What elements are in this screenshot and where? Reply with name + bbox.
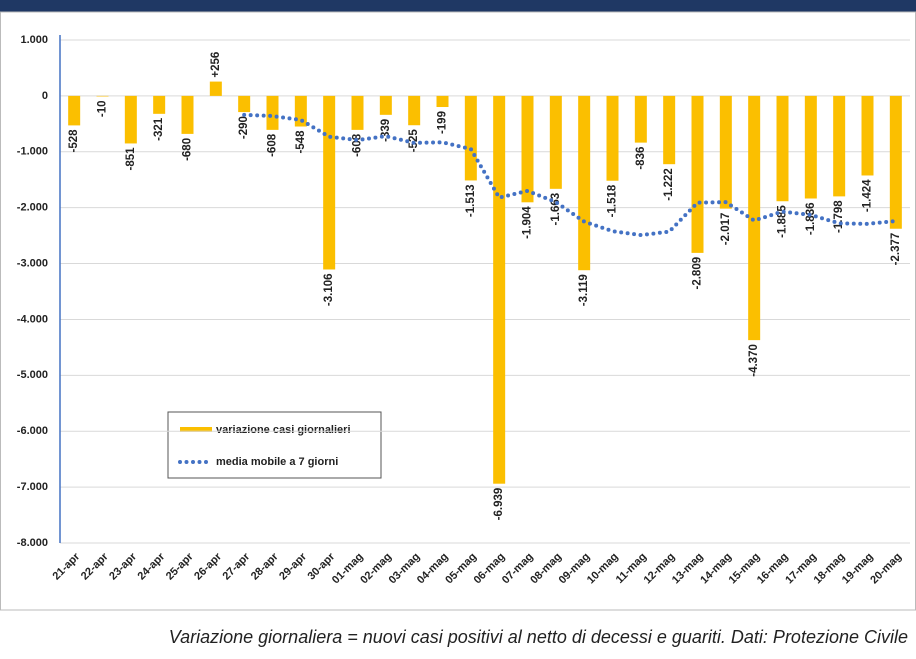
value-label: -1.424 xyxy=(862,179,874,212)
value-label: -4.370 xyxy=(748,344,760,377)
header-band xyxy=(0,0,916,12)
bar xyxy=(719,95,732,209)
y-tick-label: -6.000 xyxy=(17,425,48,437)
value-label: -1.885 xyxy=(777,205,789,238)
value-label: -1.663 xyxy=(550,193,562,226)
bar xyxy=(776,95,789,202)
y-tick-label: -4.000 xyxy=(17,313,48,325)
y-tick-label: -7.000 xyxy=(17,481,48,493)
x-tick-label: 26-apr xyxy=(192,550,224,582)
bar xyxy=(68,95,81,126)
value-label: -2.377 xyxy=(890,233,902,266)
value-label: -608 xyxy=(267,133,279,157)
value-label: -10 xyxy=(97,100,109,117)
value-label: -1.836 xyxy=(805,203,817,236)
bar xyxy=(436,95,449,108)
value-label: -3.119 xyxy=(578,274,590,306)
bar xyxy=(238,95,251,113)
value-label: -836 xyxy=(635,147,647,170)
bar xyxy=(124,95,137,144)
bar xyxy=(408,95,421,126)
value-label: -2.017 xyxy=(720,213,732,246)
y-tick-label: -1.000 xyxy=(17,146,48,158)
x-tick-label: 10-mag xyxy=(585,551,621,587)
value-label: -6.939 xyxy=(493,488,505,521)
value-label: -1.798 xyxy=(833,200,845,233)
legend-label: media mobile a 7 giorni xyxy=(216,456,338,468)
bar xyxy=(153,95,166,114)
bar xyxy=(691,95,704,253)
x-tick-label: 22-apr xyxy=(79,550,111,582)
legend: variazione casi giornalieri media mobile … xyxy=(167,411,382,479)
bar xyxy=(804,95,817,199)
bar xyxy=(323,95,336,270)
x-tick-label: 24-apr xyxy=(136,550,168,582)
bar xyxy=(464,95,477,181)
x-tick-label: 27-apr xyxy=(221,550,253,582)
value-label: -1.518 xyxy=(607,184,619,217)
value-label: -528 xyxy=(68,129,80,153)
value-label: -851 xyxy=(125,147,137,171)
x-tick-label: 21-apr xyxy=(51,550,83,582)
value-label: -321 xyxy=(153,117,165,141)
y-tick-label: -5.000 xyxy=(17,369,48,381)
bar xyxy=(96,95,109,97)
y-tick-label: -8.000 xyxy=(17,537,48,549)
footnote: Variazione giornaliera = nuovi casi posi… xyxy=(169,627,908,647)
x-tick-label: 25-apr xyxy=(164,550,196,582)
y-tick-label: -2.000 xyxy=(17,202,48,214)
bar xyxy=(861,95,874,176)
bar xyxy=(266,95,279,130)
value-label: +256 xyxy=(210,52,222,78)
bar xyxy=(351,95,364,130)
value-label: -680 xyxy=(182,138,194,161)
x-tick-label: 23-apr xyxy=(107,550,139,582)
legend-box xyxy=(167,411,382,479)
bar xyxy=(379,95,392,115)
bar xyxy=(606,95,619,181)
bar xyxy=(889,95,902,229)
legend-swatch xyxy=(180,427,212,432)
value-label: -3.106 xyxy=(323,273,335,306)
y-tick-label: 1.000 xyxy=(20,34,48,46)
value-label: -2.809 xyxy=(692,257,704,290)
value-label: -290 xyxy=(238,116,250,139)
bar xyxy=(833,95,846,197)
value-label: -1.904 xyxy=(522,206,534,239)
bar xyxy=(549,95,562,189)
bar xyxy=(578,95,591,271)
value-label: -608 xyxy=(352,133,364,157)
value-label: -548 xyxy=(295,130,307,154)
legend-label: variazione casi giornalieri xyxy=(216,424,351,436)
x-tick-label: 20-mag xyxy=(868,551,904,587)
value-label: -199 xyxy=(437,111,449,134)
x-tick-label: 29-apr xyxy=(277,550,309,582)
bar xyxy=(493,95,506,484)
x-tick-label: 28-apr xyxy=(249,550,281,582)
value-label: -1.513 xyxy=(465,184,477,217)
bar xyxy=(521,95,534,203)
bar xyxy=(634,95,647,143)
bar xyxy=(748,95,761,341)
bar xyxy=(181,95,194,134)
value-label: -525 xyxy=(408,129,420,153)
y-tick-label: 0 xyxy=(42,90,48,102)
bar xyxy=(209,81,222,96)
value-label: -1.222 xyxy=(663,168,675,201)
moving-average-line xyxy=(242,112,898,238)
bar xyxy=(663,95,676,165)
y-tick-label: -3.000 xyxy=(17,257,48,269)
